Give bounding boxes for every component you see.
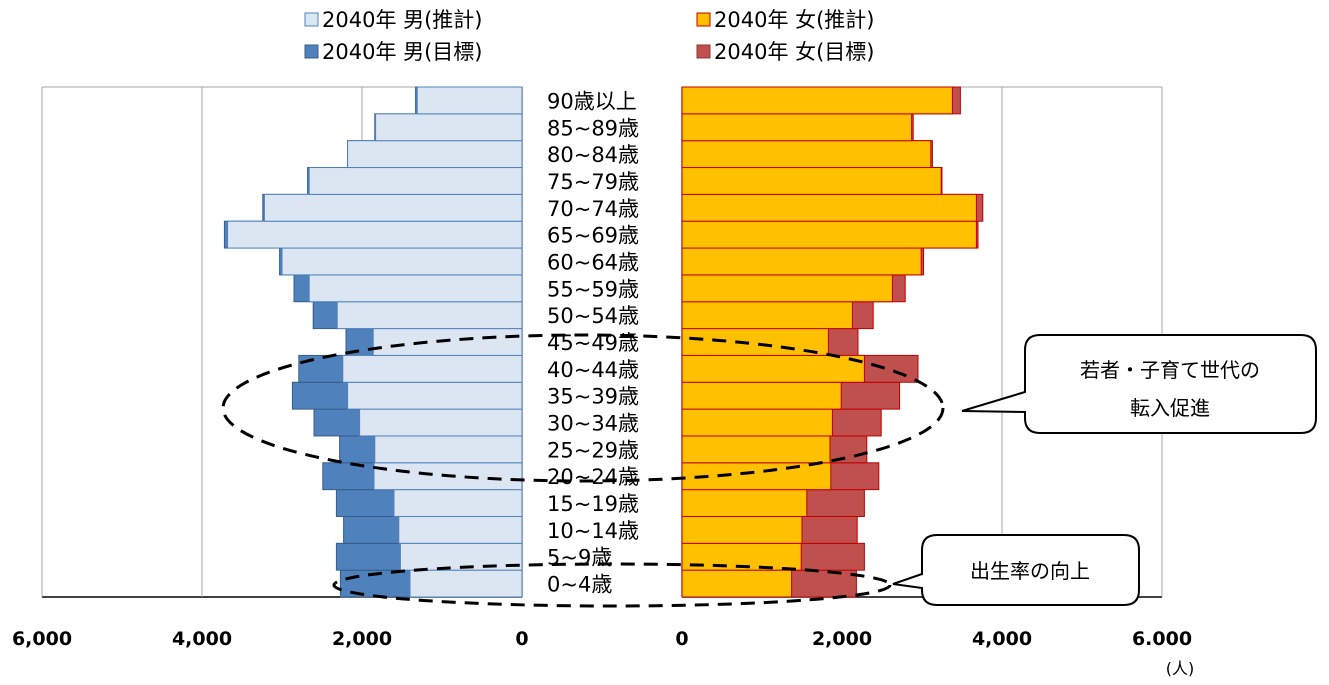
bar-male-estimate [359, 408, 523, 437]
legend-item-male-estimate: 2040年 男(推計) [304, 8, 483, 32]
legend-swatch-male-target [304, 44, 319, 59]
legend-label-female-estimate: 2040年 女(推計) [714, 8, 875, 32]
age-label: 20~24歳 [547, 465, 639, 489]
unit-label: (人) [1166, 659, 1195, 678]
age-label: 55~59歳 [547, 277, 639, 301]
age-label: 85~89歳 [547, 116, 639, 140]
age-label: 10~14歳 [547, 519, 639, 543]
bar-male-estimate [398, 515, 523, 544]
callout-birthrate: 出生率の向上 [892, 534, 1140, 606]
bar-male-estimate [416, 86, 523, 115]
callout-text-line: 若者・子育て世代の [1080, 358, 1260, 382]
bar-male-estimate [374, 435, 523, 464]
bar-female-estimate [681, 515, 803, 544]
bar-female-estimate [681, 113, 913, 142]
bar-male-estimate [347, 140, 523, 169]
bar-male-estimate [263, 193, 523, 222]
legend-label-female-target: 2040年 女(目標) [714, 40, 875, 64]
bar-female-estimate [681, 247, 922, 276]
bar-female-estimate [681, 167, 942, 195]
bar-female-estimate [681, 140, 932, 169]
bar-female-estimate [681, 408, 833, 437]
age-label: 65~69歳 [547, 224, 639, 248]
age-label: 80~84歳 [547, 143, 639, 167]
left-tick-label: 4,000 [172, 628, 232, 650]
left-axis-ticks: 6,000 4,000 2,000 0 [12, 628, 529, 650]
bar-male-estimate [393, 489, 523, 517]
age-label: 25~29歳 [547, 438, 639, 462]
age-label: 15~19歳 [547, 492, 639, 516]
legend-item-male-target: 2040年 男(目標) [304, 40, 483, 64]
age-label: 35~39歳 [547, 385, 639, 409]
right-tick-label: 0 [675, 628, 688, 650]
callout-text-line: 転入促進 [1130, 396, 1210, 420]
bar-male-estimate [372, 328, 523, 356]
age-label: 50~54歳 [547, 304, 639, 328]
bar-male-estimate [336, 301, 523, 330]
right-tick-label: 2,000 [812, 628, 872, 650]
bar-male-estimate [308, 167, 523, 195]
age-label: 75~79歳 [547, 170, 639, 194]
legend-item-female-target: 2040年 女(目標) [696, 40, 875, 64]
legend-label-male-estimate: 2040年 男(推計) [322, 8, 483, 32]
bar-male-estimate [342, 354, 523, 383]
bar-female-estimate [681, 220, 977, 249]
highlight-ellipse-young-families [221, 333, 945, 483]
bar-male-estimate [399, 542, 523, 571]
bar-male-estimate [308, 274, 523, 303]
highlight-ellipse-birthrate [332, 562, 892, 608]
right-axis-ticks: 0 2,000 4,000 6.000 [675, 628, 1192, 650]
age-label: 70~74歳 [547, 197, 639, 221]
bar-female-estimate [681, 274, 893, 303]
left-tick-label: 6,000 [12, 628, 72, 650]
age-label: 40~44歳 [547, 358, 639, 382]
left-tick-label: 0 [515, 628, 528, 650]
bar-female-estimate [681, 354, 865, 383]
female-bars [681, 86, 984, 598]
legend-item-female-estimate: 2040年 女(推計) [696, 8, 875, 32]
legend-swatch-male-estimate [304, 12, 319, 27]
bar-female-estimate [681, 301, 853, 330]
bar-male-estimate [409, 569, 523, 598]
legend-swatch-female-target [696, 44, 711, 59]
age-label: 30~34歳 [547, 412, 639, 436]
bar-female-estimate [681, 489, 808, 517]
callout-bubble [892, 534, 1140, 606]
callout-text-line: 出生率の向上 [970, 559, 1090, 583]
bar-male-estimate [227, 220, 523, 249]
bar-female-estimate [681, 86, 953, 115]
age-label: 0~4歳 [547, 573, 612, 597]
age-label: 90歳以上 [547, 89, 637, 113]
callout-young-families: 若者・子育て世代の 転入促進 [961, 334, 1317, 434]
male-bars [223, 86, 523, 598]
bar-female-estimate [681, 569, 793, 598]
bar-female-estimate [681, 193, 977, 222]
bar-male-estimate [281, 247, 523, 276]
left-tick-label: 2,000 [332, 628, 392, 650]
bar-male-estimate [347, 381, 523, 410]
callout-bubble [961, 334, 1317, 434]
bar-female-estimate [681, 381, 842, 410]
right-tick-label: 6.000 [1132, 628, 1192, 650]
bar-female-estimate [681, 435, 831, 464]
legend-swatch-female-estimate [696, 12, 711, 27]
right-tick-label: 4,000 [972, 628, 1032, 650]
legend: 2040年 男(推計) 2040年 女(推計) 2040年 男(目標) 2040… [304, 8, 875, 64]
legend-label-male-target: 2040年 男(目標) [322, 40, 483, 64]
bar-male-estimate [375, 113, 523, 142]
age-label: 5~9歳 [547, 546, 612, 570]
age-label: 60~64歳 [547, 250, 639, 274]
